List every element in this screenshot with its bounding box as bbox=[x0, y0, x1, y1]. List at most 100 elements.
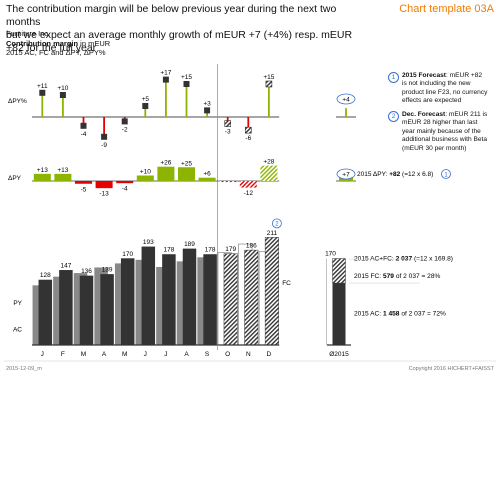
month-label: S bbox=[205, 351, 210, 358]
delta-total-suffix: (=12 x 6.8) bbox=[400, 171, 433, 178]
fc-row-label: FC bbox=[282, 280, 291, 287]
delta-pct-label: +10 bbox=[57, 85, 68, 92]
delta-pct-label: +15 bbox=[181, 74, 192, 81]
ac-bar bbox=[182, 248, 197, 345]
month-label: D bbox=[267, 351, 272, 358]
delta-py-total-text: 2015 ΔPY: +82 (=12 x 6.8) bbox=[357, 171, 433, 178]
delta-pct-total-bubble bbox=[336, 93, 356, 105]
delta-py-total-label: +7 bbox=[342, 172, 350, 179]
note-2-number: 2 bbox=[388, 111, 399, 122]
delta-py-bar bbox=[54, 173, 72, 181]
delta-pct-pin-head bbox=[39, 89, 46, 96]
month-label: J bbox=[41, 351, 44, 358]
note-2: 2 Dec. Forecast: mEUR 211 is mEUR 28 hig… bbox=[388, 111, 488, 153]
total-ac-text-part-2: of 2 037 = 72% bbox=[399, 310, 446, 317]
measure-line: Contribution margin in mEUR bbox=[6, 39, 110, 49]
delta-py-bar bbox=[198, 177, 216, 181]
headline-line-2: but we expect an average monthly growth … bbox=[6, 29, 353, 54]
delta-py-label: -4 bbox=[122, 186, 128, 193]
delta-pct-pin-head bbox=[59, 92, 66, 98]
total-fc-text-part-2: of 2 037 = 28% bbox=[394, 273, 441, 280]
delta-py-label: +28 bbox=[263, 159, 274, 166]
fc-bar bbox=[264, 237, 279, 346]
ac-bar bbox=[79, 275, 94, 345]
delta-pct-pin-head bbox=[142, 103, 149, 109]
scenario-line: 2015 AC, FC and ΔPY, ΔPY% bbox=[6, 48, 106, 57]
delta-py-bar bbox=[75, 181, 92, 184]
delta-py-bar bbox=[219, 181, 237, 183]
delta-pct-total-label: +4 bbox=[342, 97, 350, 104]
value-label: 193 bbox=[143, 239, 154, 246]
delta-pct-label: -2 bbox=[122, 126, 128, 133]
value-label: 179 bbox=[225, 246, 236, 253]
footer-copyright: Copyright 2016 HICHERT+FAISST bbox=[408, 366, 494, 372]
delta-pct-label: +5 bbox=[142, 96, 150, 103]
note-1-body: : mEUR +82 is not including the new prod… bbox=[402, 72, 488, 105]
company-name: Furniture Inc. bbox=[6, 29, 51, 38]
note-1-number: 1 bbox=[388, 72, 399, 83]
delta-pct-pin-head bbox=[245, 126, 252, 134]
delta-pct-label: -3 bbox=[225, 129, 231, 136]
delta-py-bar bbox=[136, 175, 154, 181]
delta-pct-label: -6 bbox=[245, 135, 251, 142]
delta-py-label: -13 bbox=[99, 191, 109, 198]
delta-pct-label: +11 bbox=[37, 83, 48, 90]
value-label: 147 bbox=[60, 263, 71, 270]
total-category-label: Ø2015 bbox=[329, 351, 349, 358]
month-label: M bbox=[122, 351, 127, 358]
delta-total-value: +82 bbox=[389, 171, 400, 178]
delta-pct-pin-head bbox=[162, 76, 169, 83]
total-fc-text: 2015 FC: 579 of 2 037 = 28% bbox=[354, 273, 440, 280]
chart-subhead: Furniture Inc. Contribution margin in mE… bbox=[6, 29, 110, 58]
chart-headline: The contribution margin will be below pr… bbox=[6, 3, 366, 55]
delta-pct-pin-head bbox=[224, 120, 231, 127]
delta-py-label: +26 bbox=[160, 160, 171, 167]
value-label: 136 bbox=[81, 268, 92, 275]
delta-py-label: +6 bbox=[203, 171, 211, 178]
ac-bar bbox=[120, 258, 135, 345]
delta-py-label: +10 bbox=[140, 169, 151, 176]
delta-total-prefix: 2015 ΔPY: bbox=[357, 171, 389, 178]
total-ac-segment bbox=[332, 283, 346, 345]
delta-note-marker-num: 1 bbox=[444, 172, 448, 178]
delta-pct-label: +17 bbox=[160, 70, 171, 77]
value-label: 186 bbox=[246, 243, 257, 250]
ac-bar bbox=[59, 270, 73, 345]
delta-py-bar bbox=[95, 181, 113, 189]
total-py-value: 170 bbox=[325, 251, 336, 258]
delta-py-row-label: ΔPY bbox=[8, 175, 22, 182]
ac-bar bbox=[203, 254, 217, 345]
month-label: A bbox=[102, 351, 107, 358]
template-label: Chart template 03A bbox=[399, 3, 494, 15]
delta-py-total-bubble bbox=[336, 168, 356, 180]
note-2-bold: Dec. Forecast bbox=[402, 111, 446, 118]
value-label: 139 bbox=[102, 267, 113, 274]
total-acfc-text-part-2: (=12 x 169.8) bbox=[412, 256, 453, 263]
month-label: A bbox=[184, 351, 189, 358]
delta-pct-label: +3 bbox=[203, 100, 211, 107]
value-label: 178 bbox=[163, 247, 174, 254]
delta-pct-label: -9 bbox=[101, 142, 107, 149]
fc-bar bbox=[223, 253, 238, 346]
delta-pct-pin-head bbox=[204, 107, 211, 114]
ac-bar bbox=[162, 254, 176, 345]
month-label: N bbox=[246, 351, 251, 358]
total-fc-text-part-1: 579 bbox=[383, 273, 394, 280]
delta-py-label: +13 bbox=[37, 167, 48, 174]
ac-bar bbox=[100, 274, 114, 345]
delta-py-bar bbox=[239, 181, 257, 188]
delta-pct-label: +15 bbox=[263, 74, 274, 81]
delta-py-bar bbox=[116, 181, 134, 184]
december-note-marker-num: 2 bbox=[275, 222, 279, 228]
delta-py-label: +13 bbox=[57, 167, 68, 174]
fc-bar bbox=[244, 249, 259, 346]
delta-pct-pin-head bbox=[101, 133, 108, 140]
headline-line-1: The contribution margin will be below pr… bbox=[6, 3, 337, 28]
delta-pct-row-label: ΔPY% bbox=[8, 98, 27, 105]
footer-date: 2015-12-09_m bbox=[6, 366, 42, 372]
ac-row-label: AC bbox=[13, 326, 22, 333]
value-label: 189 bbox=[184, 241, 195, 248]
delta-pct-pin-head bbox=[80, 122, 87, 129]
delta-py-label: -12 bbox=[244, 190, 254, 197]
